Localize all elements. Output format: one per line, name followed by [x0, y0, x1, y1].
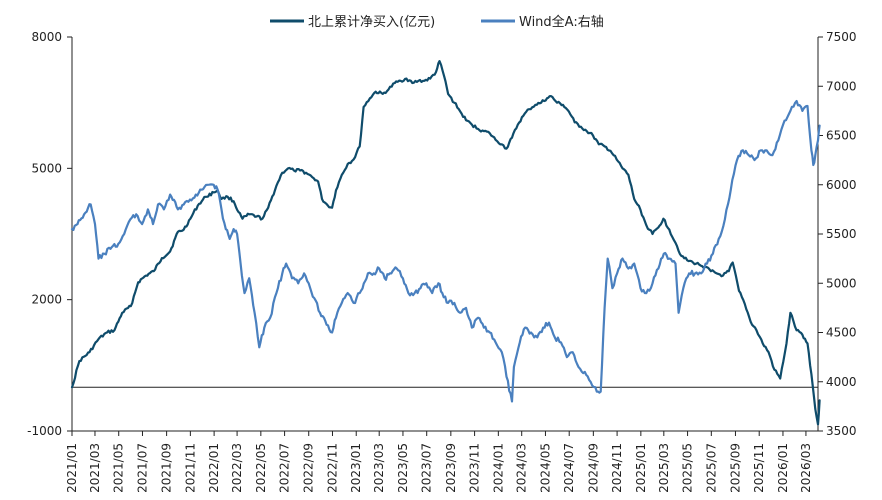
x-tick-label: 2024/11: [610, 443, 624, 493]
x-tick-label: 2024/07: [562, 443, 576, 493]
x-tick-label: 2023/07: [420, 443, 434, 493]
x-tick-label: 2023/05: [396, 443, 410, 493]
right-tick-label: 4000: [826, 375, 857, 389]
x-tick-label: 2024/05: [538, 443, 552, 493]
series-line-2: [70, 99, 821, 403]
x-tick-label: 2021/05: [112, 443, 126, 493]
right-tick-label: 5500: [826, 227, 857, 241]
x-tick-label: 2022/05: [254, 443, 268, 493]
x-tick-label: 2025/09: [728, 443, 742, 493]
x-tick-label: 2022/03: [230, 443, 244, 493]
x-tick-label: 2021/07: [135, 443, 149, 493]
x-tick-label: 2022/09: [302, 443, 316, 493]
x-tick-label: 2024/09: [586, 443, 600, 493]
right-tick-label: 4500: [826, 326, 857, 340]
right-tick-label: 7500: [826, 30, 857, 44]
right-tick-label: 6000: [826, 178, 857, 192]
x-tick-label: 2023/01: [349, 443, 363, 493]
x-tick-label: 2025/11: [752, 443, 766, 493]
x-tick-label: 2021/11: [183, 443, 197, 493]
legend-label-1: 北上累计净买入(亿元): [308, 15, 435, 30]
x-tick-label: 2025/01: [634, 443, 648, 493]
left-tick-label: 5000: [31, 161, 62, 175]
left-tick-label: -1000: [27, 424, 62, 438]
left-tick-label: 8000: [31, 30, 62, 44]
x-tick-label: 2022/11: [325, 443, 339, 493]
x-tick-label: 2023/11: [468, 443, 482, 493]
x-tick-label: 2021/03: [88, 443, 102, 493]
left-tick-label: 2000: [31, 293, 62, 307]
x-tick-label: 2022/07: [278, 443, 292, 493]
x-tick-label: 2022/01: [207, 443, 221, 493]
right-tick-label: 3500: [826, 424, 857, 438]
series-line-1: [70, 59, 821, 426]
legend-label-2: Wind全A:右轴: [519, 14, 604, 30]
x-tick-label: 2021/09: [160, 443, 174, 493]
x-tick-label: 2025/07: [704, 443, 718, 493]
x-tick-label: 2023/09: [444, 443, 458, 493]
x-tick-label: 2021/01: [65, 443, 79, 493]
x-tick-label: 2025/05: [681, 443, 695, 493]
x-tick-label: 2023/03: [372, 443, 386, 493]
x-tick-label: 2025/03: [657, 443, 671, 493]
right-tick-label: 7000: [826, 79, 857, 93]
x-tick-label: 2026/01: [776, 443, 790, 493]
x-tick-label: 2024/01: [491, 443, 505, 493]
right-tick-label: 6500: [826, 129, 857, 143]
x-tick-label: 2026/03: [799, 443, 813, 493]
right-tick-label: 5000: [826, 276, 857, 290]
x-tick-label: 2024/03: [515, 443, 529, 493]
